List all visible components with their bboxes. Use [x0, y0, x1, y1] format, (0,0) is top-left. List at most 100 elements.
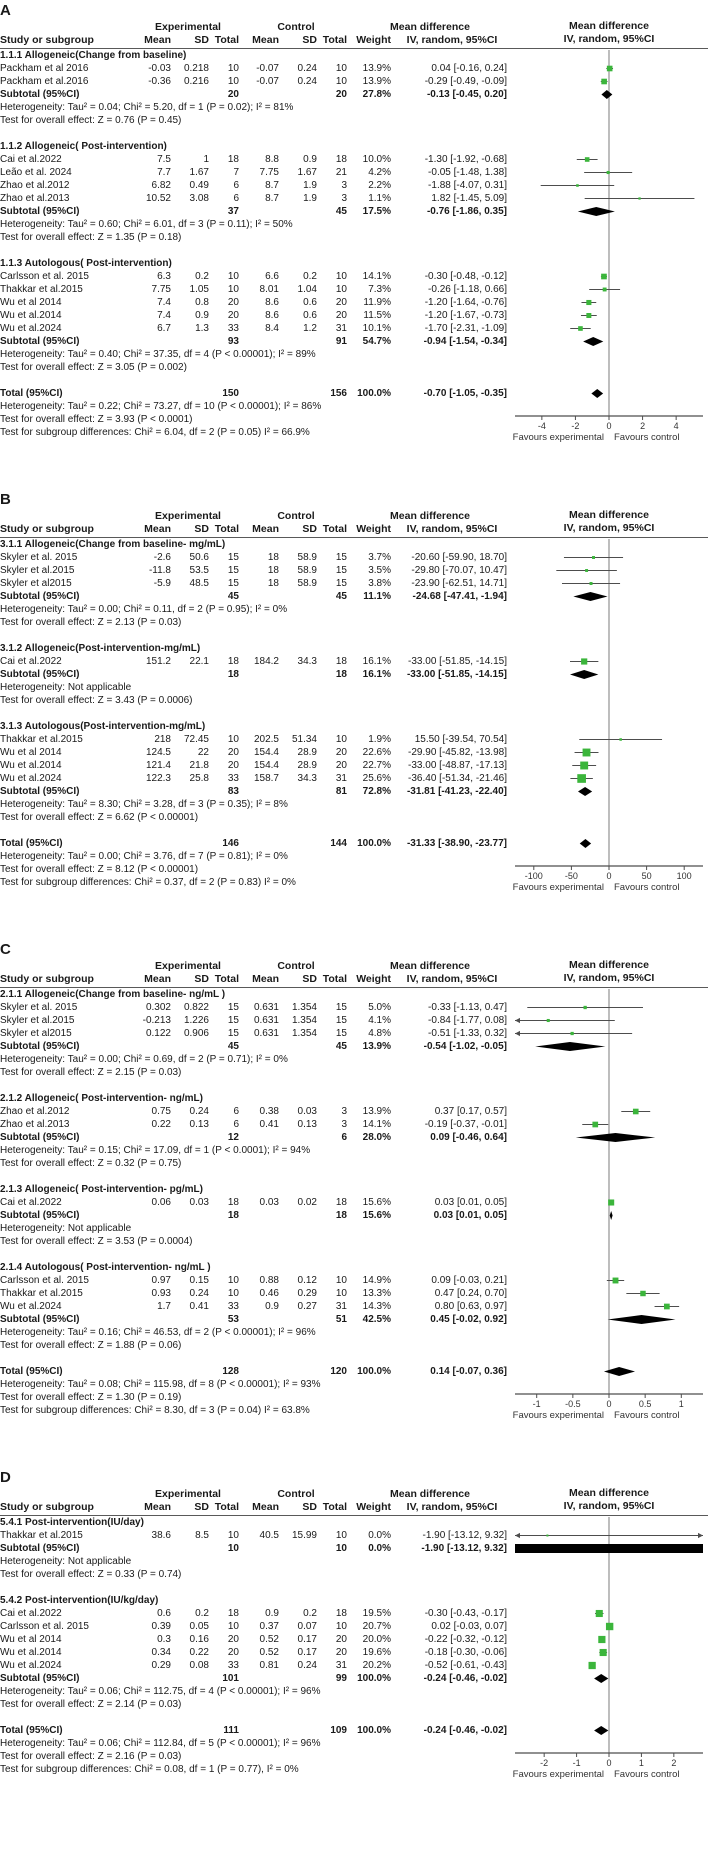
ctl-mean-cell: 0.37 — [259, 1621, 279, 1632]
plot-effect-header: Mean difference — [569, 20, 649, 32]
study-name-cell: Skyler et al. 2015 — [0, 552, 78, 563]
pooled-label-cell: Subtotal (95%CI) — [0, 1543, 80, 1554]
heterogeneity-text: Heterogeneity: Tau² = 0.60; Chi² = 6.01,… — [0, 219, 293, 230]
mean-difference-header: Mean difference — [390, 510, 470, 522]
panel-letter: C — [0, 941, 11, 958]
exp-total-cell: 18 — [227, 1608, 239, 1619]
column-header-row: Study or subgroup Mean SD Total Mean SD Total W… — [0, 33, 510, 48]
exp-total-cell: 33 — [227, 1660, 239, 1671]
study-row: Packham et al.2016 -0.36 0.216 10 -0.07 0.24 1… — [0, 75, 510, 88]
weight-cell: 15.6% — [362, 1197, 391, 1208]
exp-mean-cell: 0.06 — [151, 1197, 171, 1208]
exp-sd-cell: 0.2 — [195, 271, 209, 282]
plot-header: Mean difference IV, random, 95%CI — [510, 959, 708, 985]
ctl-mean-cell: 8.7 — [265, 180, 279, 191]
footer-note-text: Test for overall effect: Z = 3.93 (P < 0… — [0, 414, 193, 425]
study-name-cell: Cai et al.2022 — [0, 1197, 62, 1208]
ctl-total-cell: 18 — [335, 656, 347, 667]
ctl-total-cell: 10 — [335, 1543, 347, 1554]
ctl-sd-cell: 1.04 — [297, 284, 317, 295]
exp-total-cell: 37 — [227, 206, 239, 217]
exp-total-cell: 18 — [227, 669, 239, 680]
col-header-ctl-total: Total — [322, 973, 347, 985]
ctl-sd-cell: 1.2 — [303, 323, 317, 334]
weight-cell: 3.8% — [368, 578, 391, 589]
subgroup-title: 1.1.1 Allogeneic(Change from baseline) — [0, 50, 187, 61]
heterogeneity-row: Heterogeneity: Tau² = 0.04; Chi² = 5.20,… — [0, 101, 510, 114]
weight-cell: 100.0% — [357, 1366, 391, 1377]
weight-cell: 13.9% — [362, 1041, 391, 1052]
subgroup-title-row: 3.1.1 Allogeneic(Change from baseline- m… — [0, 538, 510, 551]
ctl-total-cell: 31 — [335, 1301, 347, 1312]
heterogeneity-row: Heterogeneity: Not applicable — [0, 1555, 510, 1568]
exp-sd-cell: 0.218 — [183, 63, 209, 74]
study-row: Wu et al.2014 121.4 21.8 20 154.4 28.9 20 22.7%… — [0, 759, 510, 772]
ctl-mean-cell: 0.46 — [259, 1288, 279, 1299]
overall-effect-row: Test for overall effect: Z = 2.13 (P = 0… — [0, 616, 510, 629]
exp-total-cell: 15 — [227, 552, 239, 563]
ctl-mean-cell: 0.52 — [259, 1647, 279, 1658]
footer-note-text: Heterogeneity: Tau² = 0.08; Chi² = 115.9… — [0, 1379, 321, 1390]
control-group-header: Control — [277, 21, 315, 33]
ctl-mean-cell: 202.5 — [253, 734, 279, 745]
weight-cell: 10.0% — [362, 154, 391, 165]
table-body: 2.1.1 Allogeneic(Change from baseline- n… — [0, 988, 708, 1417]
exp-mean-cell: 0.39 — [151, 1621, 171, 1632]
exp-total-cell: 10 — [227, 1288, 239, 1299]
ci-text-cell: 0.02 [-0.03, 0.07] — [431, 1621, 507, 1632]
study-name-cell: Wu et al.2014 — [0, 310, 62, 321]
pooled-label-cell: Subtotal (95%CI) — [0, 1210, 80, 1221]
study-name-cell: Wu et al.2014 — [0, 760, 62, 771]
col-header-weight: Weight — [356, 34, 391, 46]
subtotal-row: Subtotal (95%CI) 45 45 13.9% -0.54 [-1.02, -… — [0, 1040, 510, 1053]
footer-note-text: Test for overall effect: Z = 1.30 (P = 0… — [0, 1392, 182, 1403]
ctl-mean-cell: 8.01 — [259, 284, 279, 295]
exp-total-cell: 10 — [227, 271, 239, 282]
column-header-row: Study or subgroup Mean SD Total Mean SD Total W… — [0, 972, 510, 987]
ctl-mean-cell: 6.6 — [265, 271, 279, 282]
ctl-mean-cell: 7.75 — [259, 167, 279, 178]
ctl-sd-cell: 58.9 — [297, 552, 317, 563]
plot-effect-header: Mean difference — [569, 959, 649, 971]
study-name-cell: Leão et al. 2024 — [0, 167, 72, 178]
ci-text-cell: -29.80 [-70.07, 10.47] — [411, 565, 507, 576]
ctl-total-cell: 15 — [335, 1028, 347, 1039]
ctl-mean-cell: 40.5 — [259, 1530, 279, 1541]
ci-text-cell: 0.45 [-0.02, 0.92] — [430, 1314, 507, 1325]
study-row: Wu et al 2014 0.3 0.16 20 0.52 0.17 20 20.0% -0.… — [0, 1633, 510, 1646]
spacer — [0, 707, 708, 720]
study-row: Skyler et al.2015 -0.213 1.226 15 0.631 1.354… — [0, 1014, 510, 1027]
weight-cell: 20.0% — [362, 1634, 391, 1645]
spacer — [0, 127, 708, 140]
ctl-total-cell: 3 — [341, 1119, 347, 1130]
study-row: Zhao et al.2013 10.52 3.08 6 8.7 1.9 3 1.1% 1.82… — [0, 192, 510, 205]
footer-note-text: Test for overall effect: Z = 8.12 (P < 0… — [0, 864, 199, 875]
ctl-sd-cell: 0.03 — [297, 1106, 317, 1117]
ctl-sd-cell: 1.67 — [297, 167, 317, 178]
ci-text-cell: -33.00 [-51.85, -14.15] — [406, 669, 507, 680]
plot-header: Mean difference IV, random, 95%CI — [510, 509, 708, 535]
ctl-total-cell: 10 — [335, 284, 347, 295]
pooled-label-cell: Subtotal (95%CI) — [0, 336, 80, 347]
ci-text-cell: -0.52 [-0.61, -0.43] — [424, 1660, 507, 1671]
heterogeneity-row: Heterogeneity: Tau² = 0.16; Chi² = 46.53… — [0, 1326, 510, 1339]
subgroup-title-row: 2.1.1 Allogeneic(Change from baseline- n… — [0, 988, 510, 1001]
ctl-sd-cell: 0.02 — [297, 1197, 317, 1208]
subgroup-title: 1.1.2 Allogeneic( Post-intervention) — [0, 141, 167, 152]
study-row: Wu et al.2014 0.34 0.22 20 0.52 0.17 20 19.6% -0… — [0, 1646, 510, 1659]
col-header-ctl-sd: SD — [302, 523, 317, 535]
subgroup-title: 2.1.3 Allogeneic( Post-intervention- pg/… — [0, 1184, 203, 1195]
total-row: Total (95%CI) 111 109 100.0% -0.24 [-0.46, -… — [0, 1724, 510, 1737]
col-header-study: Study or subgroup — [0, 34, 94, 46]
ctl-total-cell: 10 — [335, 1530, 347, 1541]
weight-cell: 13.9% — [362, 63, 391, 74]
study-row: Skyler et al2015 -5.9 48.5 15 18 58.9 15 3.8% -2… — [0, 577, 510, 590]
ctl-mean-cell: 0.03 — [259, 1197, 279, 1208]
weight-cell: 22.6% — [362, 747, 391, 758]
subgroup-title: 1.1.3 Autologous( Post-intervention) — [0, 258, 172, 269]
exp-total-cell: 15 — [227, 565, 239, 576]
exp-mean-cell: 124.5 — [145, 747, 171, 758]
study-name-cell: Cai et al.2022 — [0, 1608, 62, 1619]
ctl-total-cell: 20 — [335, 1647, 347, 1658]
exp-total-cell: 6 — [233, 1106, 239, 1117]
